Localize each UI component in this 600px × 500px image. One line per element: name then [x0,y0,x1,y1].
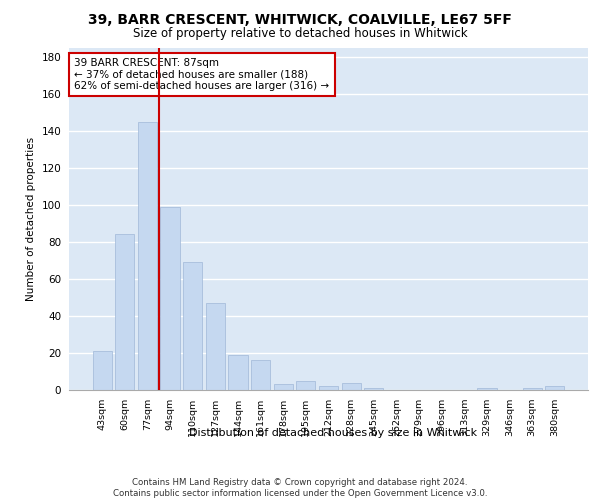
Text: 39, BARR CRESCENT, WHITWICK, COALVILLE, LE67 5FF: 39, BARR CRESCENT, WHITWICK, COALVILLE, … [88,12,512,26]
Bar [115,234,134,390]
Bar [251,360,270,390]
Bar [160,206,180,390]
Y-axis label: Number of detached properties: Number of detached properties [26,136,36,301]
Bar [319,386,338,390]
Text: Size of property relative to detached houses in Whitwick: Size of property relative to detached ho… [133,28,467,40]
Bar [274,384,293,390]
Bar [545,386,565,390]
Bar [523,388,542,390]
Text: Contains HM Land Registry data © Crown copyright and database right 2024.
Contai: Contains HM Land Registry data © Crown c… [113,478,487,498]
Bar [477,388,497,390]
Bar [229,355,248,390]
Bar [206,303,225,390]
Text: Distribution of detached houses by size in Whitwick: Distribution of detached houses by size … [189,428,477,438]
Bar [296,380,316,390]
Bar [183,262,202,390]
Text: 39 BARR CRESCENT: 87sqm
← 37% of detached houses are smaller (188)
62% of semi-d: 39 BARR CRESCENT: 87sqm ← 37% of detache… [74,58,329,91]
Bar [364,388,383,390]
Bar [92,351,112,390]
Bar [341,382,361,390]
Bar [138,122,157,390]
